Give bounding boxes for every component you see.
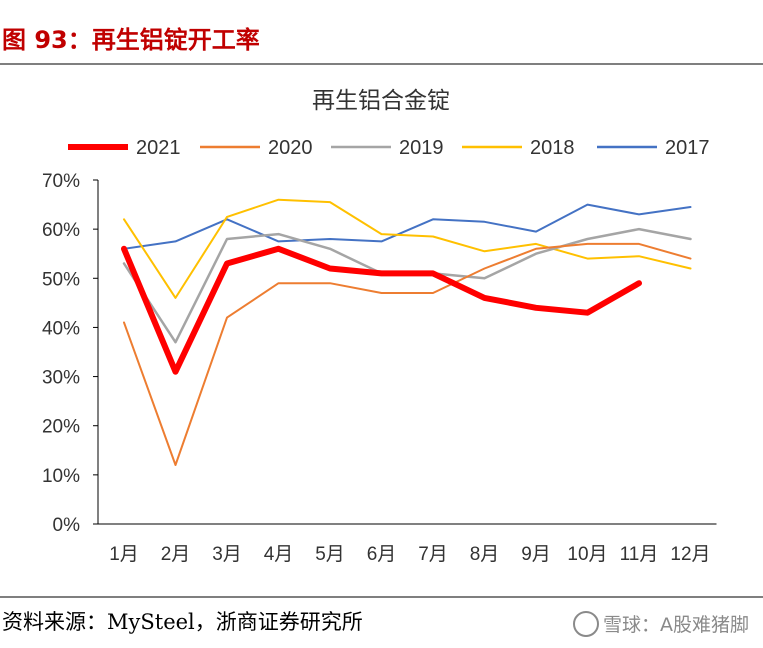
watermark: 雪球：A股难猪脚 bbox=[573, 610, 749, 639]
chart: 再生铝合金锭 2021 2020 2019 2018 2017 0% 10% 20% 30% 4… bbox=[42, 88, 717, 565]
series-line-2017 bbox=[123, 203, 692, 250]
y-tick-label: 40% bbox=[42, 318, 80, 339]
chart-title: 再生铝合金锭 bbox=[312, 88, 450, 114]
y-tick-label: 50% bbox=[42, 269, 80, 290]
x-tick-label: 9月 bbox=[521, 544, 551, 565]
legend: 2021 2020 2019 2018 2017 bbox=[68, 137, 710, 159]
x-tick-label: 10月 bbox=[567, 544, 607, 565]
legend-label-2020: 2020 bbox=[268, 137, 313, 159]
y-tick-label: 60% bbox=[42, 220, 80, 241]
legend-label-2017: 2017 bbox=[665, 137, 710, 159]
figure-title: 图 93：再生铝锭开工率 bbox=[2, 26, 260, 54]
x-tick-label: 5月 bbox=[315, 544, 345, 565]
series-line-2020 bbox=[123, 242, 692, 466]
x-tick-label: 6月 bbox=[367, 544, 397, 565]
x-tick-label: 12月 bbox=[670, 544, 710, 565]
x-tick-label: 11月 bbox=[620, 544, 659, 565]
x-tick-label: 4月 bbox=[264, 544, 294, 565]
series-line-2018 bbox=[123, 198, 692, 299]
source-note: 资料来源：MySteel，浙商证券研究所 bbox=[2, 610, 363, 634]
legend-label-2019: 2019 bbox=[399, 137, 444, 159]
y-tick-label: 20% bbox=[42, 417, 80, 438]
y-tick-label: 0% bbox=[53, 515, 81, 536]
x-tick-label: 1月 bbox=[109, 544, 139, 565]
watermark-text: 雪球：A股难猪脚 bbox=[603, 614, 749, 636]
y-tick-label: 70% bbox=[42, 171, 80, 192]
legend-label-2021: 2021 bbox=[136, 137, 181, 159]
x-tick-label: 7月 bbox=[418, 544, 448, 565]
legend-label-2018: 2018 bbox=[530, 137, 575, 159]
series-line-2021 bbox=[121, 245, 642, 375]
y-tick-label: 10% bbox=[42, 466, 80, 487]
x-tick-label: 2月 bbox=[161, 544, 191, 565]
x-axis: 1月 2月 3月 4月 5月 6月 7月 8月 9月 10月 11月 12月 bbox=[98, 523, 717, 565]
top-rule bbox=[0, 63, 763, 65]
y-tick-label: 30% bbox=[42, 368, 80, 389]
y-axis: 0% 10% 20% 30% 40% 50% 60% 70% bbox=[42, 171, 99, 536]
series-layer bbox=[121, 198, 692, 466]
bottom-rule bbox=[0, 596, 763, 598]
x-tick-label: 8月 bbox=[470, 544, 500, 565]
x-tick-label: 3月 bbox=[212, 544, 242, 565]
snowball-logo-icon bbox=[573, 610, 599, 637]
